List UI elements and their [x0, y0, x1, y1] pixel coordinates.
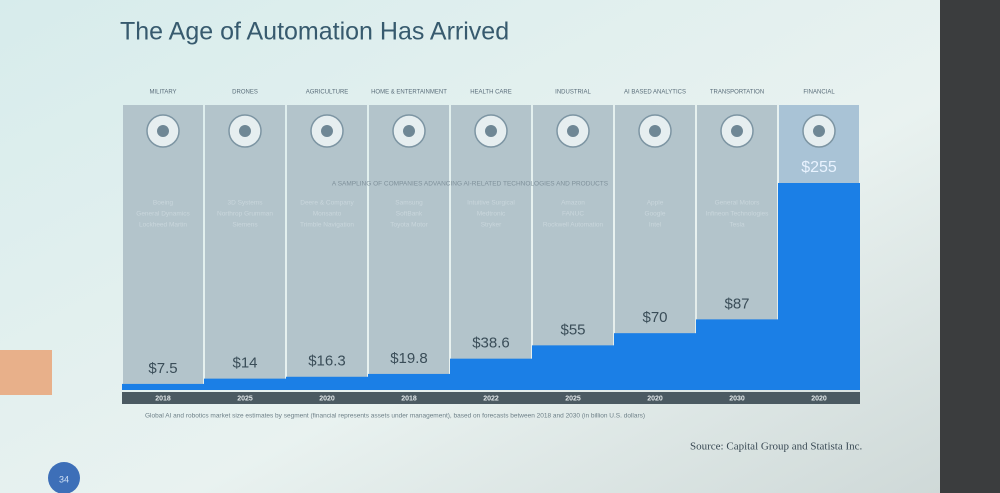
company-name: Monsanto: [313, 211, 342, 218]
bar: [368, 373, 450, 390]
year-label: 2025: [565, 395, 581, 402]
column-panel: [369, 105, 449, 390]
value-label: $255: [801, 159, 837, 176]
column-panel: [287, 105, 367, 390]
year-label: 2022: [483, 395, 499, 402]
column-panel: [451, 105, 531, 390]
value-label: $14: [232, 355, 257, 372]
company-name: Apple: [647, 200, 664, 207]
hand: [0, 350, 52, 395]
year-cell: [368, 392, 450, 404]
column-panel: [123, 105, 203, 390]
year-cell: [532, 392, 614, 404]
bar: [696, 319, 778, 390]
year-label: 2020: [647, 395, 663, 402]
company-name: General Motors: [715, 200, 761, 207]
category-label: TRANSPORTATION: [710, 90, 764, 96]
value-label: $55: [560, 321, 585, 338]
company-name: 3D Systems: [227, 200, 263, 207]
company-name: Medtronic: [477, 211, 506, 218]
category-label: HOME & ENTERTAINMENT: [371, 90, 447, 96]
column-panel: [533, 105, 613, 390]
page-number: 34: [59, 474, 69, 484]
category-label: HEALTH CARE: [470, 90, 512, 96]
icon-glyph: [321, 125, 333, 137]
year-label: 2020: [811, 395, 827, 402]
year-cell: [614, 392, 696, 404]
icon-glyph: [403, 125, 415, 137]
company-name: Intuitive Surgical: [467, 200, 515, 207]
year-cell: [450, 392, 532, 404]
year-cell: [122, 392, 204, 404]
icon-glyph: [157, 125, 169, 137]
subtitle: A SAMPLING OF COMPANIES ADVANCING AI-REL…: [332, 181, 609, 188]
company-name: Infineon Technologies: [706, 211, 770, 218]
year-label: 2018: [155, 395, 171, 402]
chart: MILITARY Boeing General Dynamics Lockheed M…: [122, 90, 860, 420]
year-label: 2030: [729, 395, 745, 402]
company-name: FANUC: [562, 211, 584, 218]
category-label: AGRICULTURE: [306, 90, 349, 96]
value-label: $16.3: [308, 353, 346, 370]
year-label: 2025: [237, 395, 253, 402]
icon-glyph: [731, 125, 743, 137]
category-label: FINANCIAL: [803, 90, 835, 96]
bar: [122, 383, 204, 390]
company-name: General Dynamics: [136, 211, 190, 218]
bar: [204, 378, 286, 390]
year-cell: [696, 392, 778, 404]
year-cell: [778, 392, 860, 404]
company-name: Deere & Company: [300, 200, 354, 207]
icon-glyph: [649, 125, 661, 137]
year-label: 2020: [319, 395, 335, 402]
column-panel: [205, 105, 285, 390]
source: Source: Capital Group and Statista Inc.: [690, 441, 863, 453]
company-name: Stryker: [481, 222, 502, 229]
year-cell: [204, 392, 286, 404]
category-label: INDUSTRIAL: [555, 90, 591, 96]
category-label: AI BASED ANALYTICS: [624, 90, 686, 96]
company-name: Toyota Motor: [390, 222, 428, 229]
company-name: Rockwell Automation: [543, 222, 604, 229]
company-name: Northrop Grumman: [217, 211, 273, 218]
company-name: Boeing: [153, 200, 174, 207]
bar: [286, 376, 368, 390]
company-name: Tesla: [729, 222, 745, 229]
icon-glyph: [239, 125, 251, 137]
value-label: $19.8: [390, 350, 428, 367]
category-label: MILITARY: [149, 90, 176, 96]
company-name: SoftBank: [396, 211, 423, 218]
bar: [532, 345, 614, 390]
value-label: $87: [724, 295, 749, 312]
icon-glyph: [485, 125, 497, 137]
footnote: Global AI and robotics market size estim…: [145, 413, 645, 420]
icon-glyph: [813, 125, 825, 137]
title: The Age of Automation Has Arrived: [120, 18, 509, 46]
year-cell: [286, 392, 368, 404]
company-name: Trimble Navigation: [300, 222, 354, 229]
value-label: $7.5: [148, 360, 177, 377]
bar: [778, 183, 860, 390]
year-label: 2018: [401, 395, 417, 402]
company-name: Intel: [649, 222, 662, 229]
category-label: DRONES: [232, 90, 258, 96]
company-name: Samsung: [395, 200, 423, 207]
company-name: Google: [645, 211, 666, 218]
icon-glyph: [567, 125, 579, 137]
company-name: Amazon: [561, 200, 585, 207]
bar: [450, 358, 532, 390]
value-label: $38.6: [472, 335, 510, 352]
company-name: Lockheed Martin: [139, 222, 187, 229]
page-badge: [48, 462, 80, 493]
bar: [614, 333, 696, 390]
value-label: $70: [642, 309, 667, 326]
company-name: Siemens: [232, 222, 258, 229]
